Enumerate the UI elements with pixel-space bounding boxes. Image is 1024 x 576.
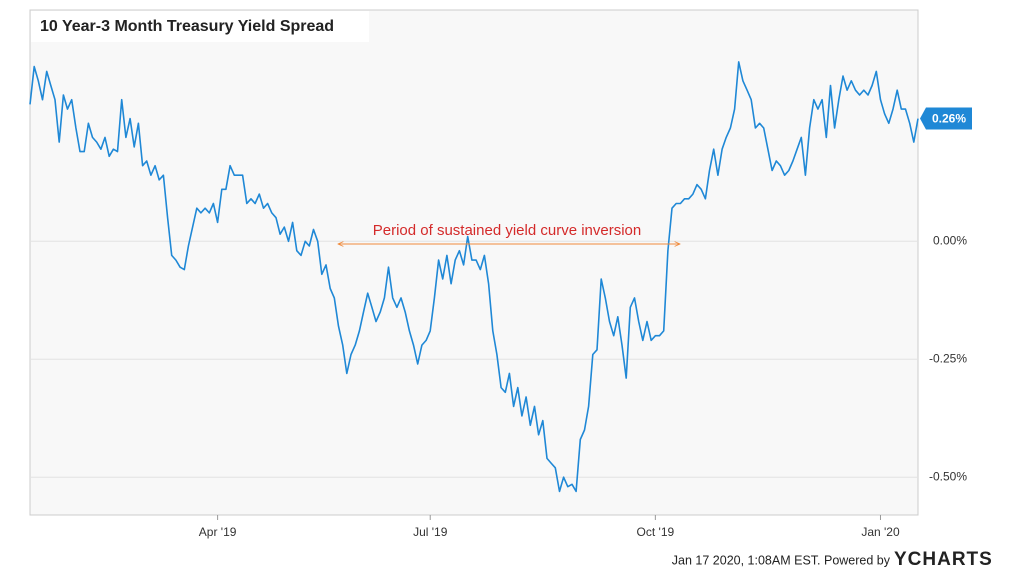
callout-label: 0.26%: [932, 112, 966, 126]
series-line: [29, 61, 919, 493]
plot: [29, 61, 919, 493]
plot-area: [29, 9, 919, 516]
footer: Jan 17 2020, 1:08AM EST. Powered by: [672, 553, 891, 567]
y-tick-label: -0.25%: [929, 351, 967, 365]
brand-logo: YCHARTS: [894, 549, 993, 570]
chart-title: 10 Year-3 Month Treasury Yield Spread: [40, 18, 334, 35]
x-tick-label: Apr '19: [199, 525, 237, 539]
annotation: Period of sustained yield curve inversio…: [373, 222, 641, 239]
x-tick-label: Jan '20: [861, 525, 900, 539]
x-tick-label: Jul '19: [413, 525, 448, 539]
y-tick-label: 0.00%: [933, 233, 967, 247]
title-box: [31, 11, 369, 42]
y-tick-label: -0.50%: [929, 469, 967, 483]
x-tick-label: Oct '19: [637, 525, 675, 539]
callout-box: [920, 107, 972, 130]
